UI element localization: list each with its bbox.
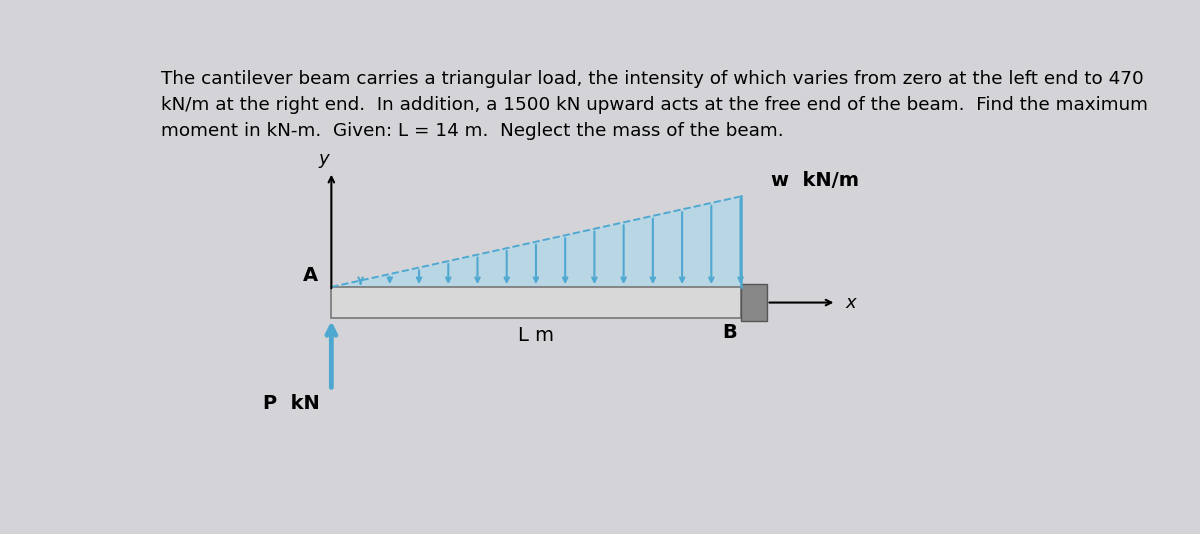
- Text: x: x: [846, 294, 857, 311]
- Text: A: A: [304, 266, 318, 285]
- Text: The cantilever beam carries a triangular load, the intensity of which varies fro: The cantilever beam carries a triangular…: [161, 70, 1148, 140]
- Text: y: y: [318, 150, 329, 168]
- Text: L m: L m: [518, 326, 554, 344]
- Polygon shape: [331, 287, 740, 318]
- Text: P  kN: P kN: [264, 394, 320, 413]
- Polygon shape: [740, 284, 767, 321]
- Text: B: B: [722, 323, 737, 342]
- Polygon shape: [331, 197, 740, 287]
- Text: w  kN/m: w kN/m: [772, 171, 859, 190]
